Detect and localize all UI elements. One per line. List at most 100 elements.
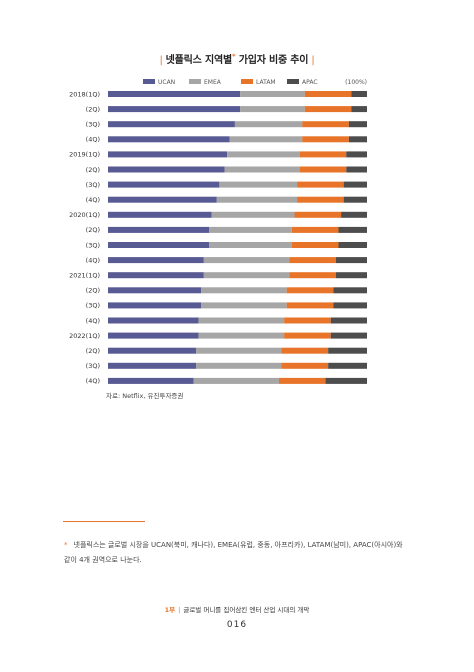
bar-emea [196, 347, 282, 354]
bar-emea [193, 377, 279, 384]
bar-emea [211, 211, 295, 218]
bar-ucan [108, 257, 204, 264]
bar-apac [330, 317, 367, 324]
running-part: 1부 [164, 606, 176, 614]
bar-apac [325, 377, 367, 384]
running-title: 글로벌 머니를 집어삼킨 엔터 산업 시대의 개막 [183, 606, 310, 614]
bar-emea [224, 166, 300, 173]
legend-swatch-latam [241, 79, 253, 84]
bar-apac [333, 302, 367, 309]
bar-emea [240, 106, 305, 113]
bar-apac [338, 226, 367, 233]
bar-apac [348, 136, 367, 143]
bar-emea [209, 226, 292, 233]
legend-label-emea: EMEA [204, 79, 222, 86]
category-label: (2Q) [86, 287, 100, 295]
bar-apac [346, 151, 367, 158]
bar-ucan [108, 362, 197, 369]
bar-latam [299, 166, 347, 173]
bar-latam [286, 287, 334, 294]
category-label: (2Q) [86, 105, 100, 113]
bar-ucan [108, 151, 228, 158]
bar-emea [209, 242, 292, 248]
bar-emea [203, 257, 290, 264]
category-label: (3Q) [86, 241, 100, 249]
bar-emea [240, 91, 305, 97]
category-label: (3Q) [86, 362, 100, 370]
bar-apac [335, 272, 367, 279]
legend-swatch-ucan [143, 79, 155, 84]
bar-latam [278, 377, 326, 384]
bar-latam [281, 347, 329, 354]
bar-emea [198, 332, 285, 339]
running-footer: 1부 | 글로벌 머니를 집어삼킨 엔터 산업 시대의 개막 [0, 604, 474, 614]
bar-emea [201, 302, 287, 309]
legend-label-apac: APAC [302, 79, 318, 86]
footnote-text: 넷플릭스는 글로벌 시장을 UCAN(북미, 캐나다), EMEA(유럽, 중동… [64, 541, 403, 564]
bar-ucan [108, 272, 204, 279]
bar-latam [302, 121, 349, 128]
bar-latam [304, 106, 352, 113]
bar-ucan [108, 242, 210, 248]
stacked-bar-chart: UCAN EMEA LATAM APAC (100%) 2018(1Q) (2Q) (3Q) (… [69, 79, 367, 385]
bar-ucan [108, 196, 217, 203]
category-label: (3Q) [86, 121, 100, 129]
bar-emea [198, 317, 285, 324]
title-suffix: 가입자 비중 추이 [238, 55, 309, 66]
title-bar-right: | [311, 55, 315, 66]
bar-apac [351, 106, 367, 113]
bar-latam [289, 272, 336, 279]
category-label: (4Q) [86, 256, 100, 264]
chart-source: 자료: Netflix, 유진투자증권 [106, 392, 184, 400]
bar-ucan [108, 317, 199, 324]
bar-apac [328, 347, 367, 354]
bar-ucan [108, 377, 194, 384]
bar-latam [297, 181, 344, 188]
bar-apac [343, 196, 367, 203]
bar-apac [333, 287, 367, 294]
legend-swatch-emea [189, 79, 201, 84]
bar-ucan [108, 347, 197, 354]
legend-label-ucan: UCAN [158, 79, 175, 86]
chart-title: | 넷플릭스 지역별* 가입자 비중 추이 | [0, 51, 474, 66]
bar-apac [346, 166, 367, 173]
bar-emea [196, 362, 282, 369]
category-label: 2022(1Q) [69, 332, 100, 340]
bar-apac [348, 121, 367, 128]
title-marker: * [231, 52, 236, 61]
footnote-rule [63, 521, 145, 522]
bar-emea [219, 181, 298, 188]
bar-latam [297, 196, 344, 203]
footnote: * 넷플릭스는 글로벌 시장을 UCAN(북미, 캐나다), EMEA(유럽, 중… [64, 538, 409, 568]
category-label: (2Q) [86, 226, 100, 234]
bar-ucan [108, 302, 202, 309]
page-number: 016 [226, 620, 248, 630]
bar-apac [338, 242, 367, 248]
category-label: (3Q) [86, 181, 100, 189]
title-main: 넷플릭스 지역별 [165, 55, 232, 66]
bar-ucan [108, 91, 241, 97]
bar-ucan [108, 287, 202, 294]
bar-latam [291, 242, 339, 248]
category-label: (4Q) [86, 136, 100, 144]
bar-latam [294, 211, 342, 218]
bar-latam [302, 136, 349, 143]
running-sep: | [178, 606, 181, 614]
category-label: 2021(1Q) [69, 272, 100, 280]
category-label: (4Q) [86, 317, 100, 325]
bar-apac [343, 181, 367, 188]
category-label: (4Q) [86, 377, 100, 385]
bar-ucan [108, 121, 235, 128]
bar-emea [203, 272, 290, 279]
category-label: (3Q) [86, 302, 100, 310]
bar-ucan [108, 166, 225, 173]
bar-emea [229, 136, 303, 143]
category-label: (2Q) [86, 166, 100, 174]
bar-apac [341, 211, 367, 218]
unit-label: (100%) [345, 79, 367, 86]
category-label: 2019(1Q) [69, 151, 100, 159]
category-label: 2018(1Q) [69, 90, 100, 98]
category-label: (2Q) [86, 347, 100, 355]
legend-label-latam: LATAM [256, 79, 276, 86]
bar-latam [286, 302, 334, 309]
